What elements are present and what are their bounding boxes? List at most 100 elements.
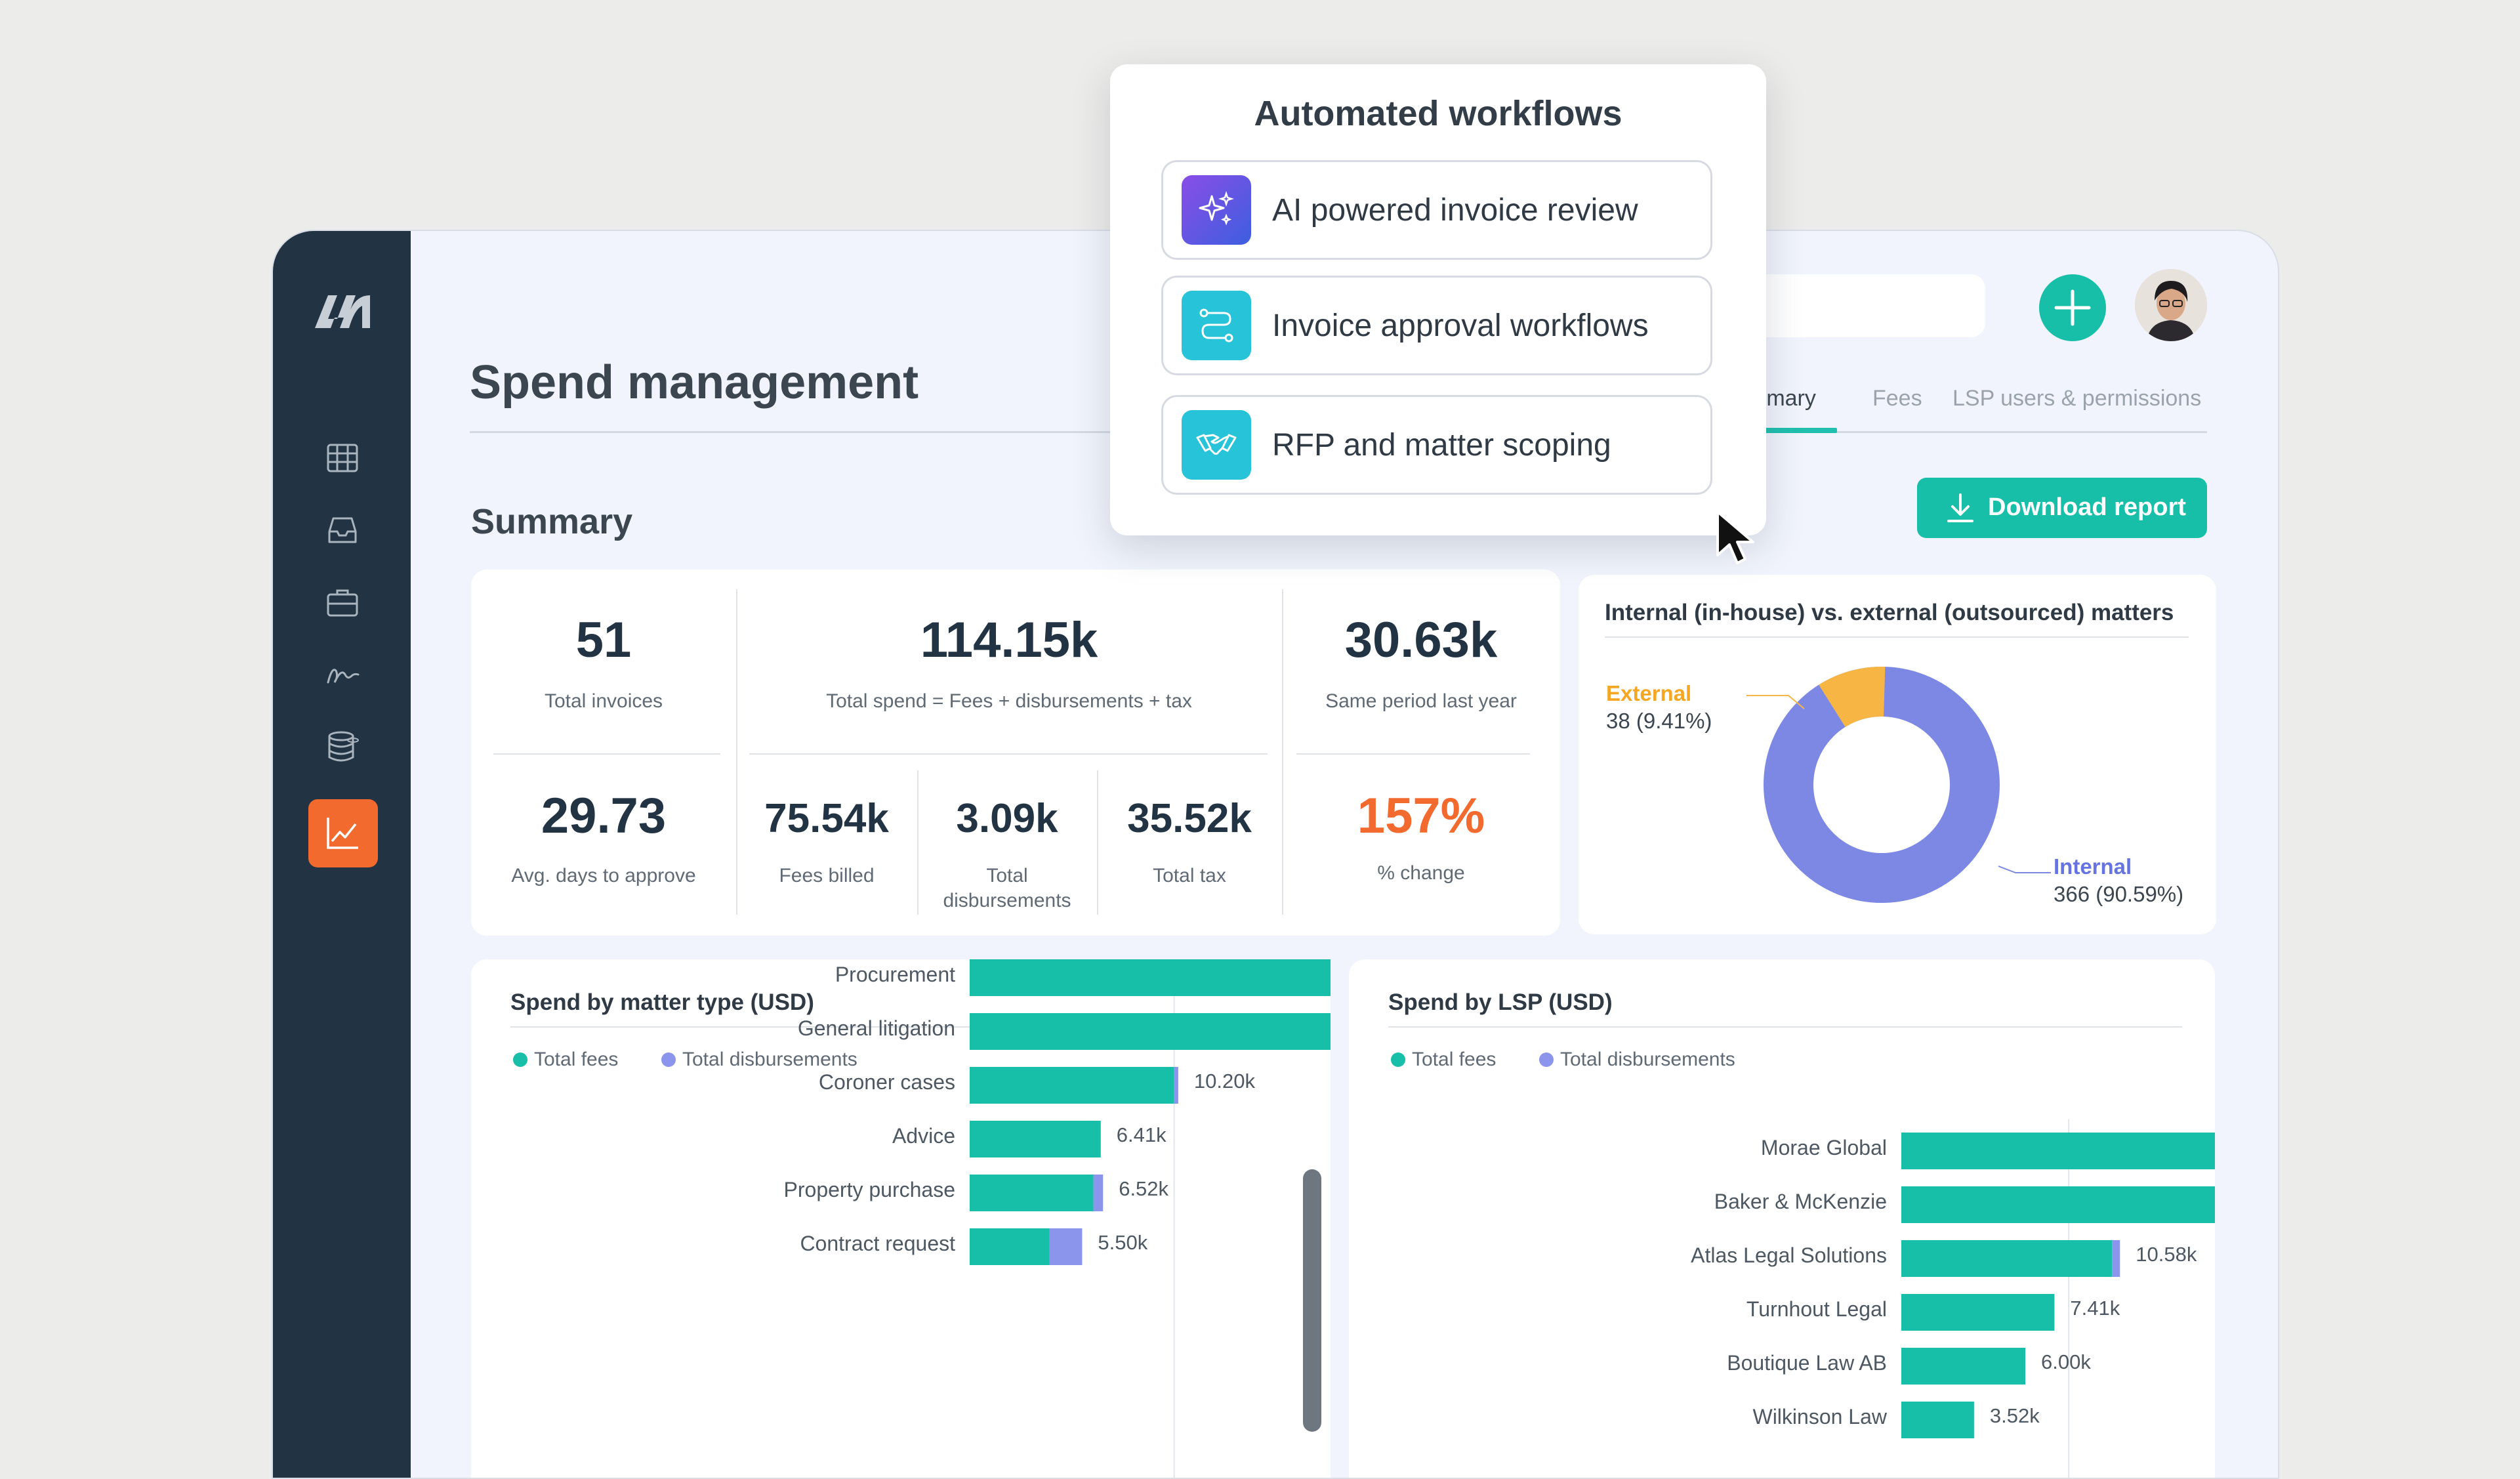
ai-invoice-review-item[interactable]: AI powered invoice review <box>1161 160 1712 260</box>
avg-days-value: 29.73 <box>541 788 667 844</box>
nav-analytics[interactable] <box>308 799 378 867</box>
total-disbursements-value: 3.09k <box>956 796 1058 841</box>
chart-line-icon <box>327 818 358 849</box>
total-spend-value: 114.15k <box>920 612 1098 668</box>
search-input[interactable] <box>1736 274 1985 337</box>
bar-value-label: 3.52k <box>1990 1404 2040 1427</box>
total-invoices-value: 51 <box>575 612 632 668</box>
category-label: General litigation <box>798 1016 955 1040</box>
category-label: Advice <box>892 1124 955 1148</box>
category-label: Atlas Legal Solutions <box>1691 1243 1887 1267</box>
download-report-button[interactable]: Download report <box>1917 478 2207 538</box>
legend-total-fees: Total fees <box>513 1049 618 1071</box>
page-title: Spend management <box>470 356 919 409</box>
bar-total-fees <box>970 1121 1101 1157</box>
invoice-approval-label: Invoice approval workflows <box>1272 308 1649 343</box>
category-label: Boutique Law AB <box>1727 1351 1887 1375</box>
legend-total-disbursements: Total disbursements <box>1539 1049 1735 1071</box>
chart-scrollbar[interactable] <box>1303 1169 1321 1432</box>
bar-total-fees <box>970 1013 1331 1050</box>
sidebar <box>273 231 411 1478</box>
category-label: Morae Global <box>1761 1136 1887 1159</box>
bar-total-fees <box>1901 1133 2215 1169</box>
fees-billed-label: Fees billed <box>779 865 875 886</box>
plus-icon <box>2054 289 2091 326</box>
total-spend-label: Total spend = Fees + disbursements + tax <box>826 690 1192 712</box>
rfp-scoping-label: RFP and matter scoping <box>1272 428 1611 463</box>
bar-value-label: 6.41k <box>1117 1123 1167 1146</box>
donut-chart <box>1746 667 2051 903</box>
bar-total-disbursements <box>2112 1240 2120 1277</box>
mouse-cursor-icon <box>1716 510 1754 564</box>
briefcase-icon[interactable] <box>324 584 361 621</box>
category-label: Turnhout Legal <box>1746 1297 1887 1321</box>
spend-by-matter-card: Spend by matter type (USD) Total fees To… <box>471 959 1331 1478</box>
download-report-label: Download report <box>1988 493 2186 521</box>
tab-lsp-users[interactable]: LSP users & permissions <box>1952 386 2202 411</box>
category-label: Baker & McKenzie <box>1714 1190 1887 1213</box>
route-icon <box>1182 291 1251 360</box>
bar-total-fees <box>970 959 1331 996</box>
add-button[interactable] <box>2039 274 2106 341</box>
matter-bar-chart: Procurement24.00kGeneral litigation20.00… <box>784 959 1331 1478</box>
bar-value-label: 10.58k <box>2136 1243 2197 1266</box>
bar-total-disbursements <box>1049 1228 1083 1265</box>
avg-days-label: Avg. days to approve <box>511 865 696 886</box>
external-label: External <box>1606 681 1692 705</box>
lsp-bar-chart: Morae Global20.00kBaker & McKenzie16.20k… <box>1691 1119 2215 1478</box>
active-tab-indicator <box>1749 428 1837 433</box>
download-icon <box>1947 493 1973 522</box>
fees-billed-value: 75.54k <box>764 796 889 841</box>
matters-donut-card: Internal (in-house) vs. external (outsou… <box>1579 575 2216 934</box>
signature-icon[interactable] <box>324 656 361 693</box>
internal-label: Internal <box>2054 854 2132 879</box>
total-tax-value: 35.52k <box>1127 796 1252 841</box>
handshake-icon <box>1182 410 1251 480</box>
inbox-icon[interactable] <box>324 512 361 549</box>
bar-total-fees <box>1901 1186 2215 1223</box>
rfp-scoping-item[interactable]: RFP and matter scoping <box>1161 395 1712 495</box>
total-invoices-label: Total invoices <box>544 690 663 712</box>
pct-change-value: 157% <box>1357 788 1485 844</box>
invoice-approval-item[interactable]: Invoice approval workflows <box>1161 276 1712 375</box>
category-label: Procurement <box>835 963 955 986</box>
donut-slice-internal <box>1764 667 2000 903</box>
pct-change-label: % change <box>1377 862 1465 884</box>
category-label: Property purchase <box>784 1178 955 1201</box>
ai-invoice-review-label: AI powered invoice review <box>1272 193 1638 228</box>
same-period-value: 30.63k <box>1344 612 1498 668</box>
bar-total-disbursements <box>1093 1175 1104 1211</box>
popup-title: Automated workflows <box>1254 94 1622 133</box>
sparkles-icon <box>1182 175 1251 245</box>
bar-total-fees <box>1901 1402 1974 1438</box>
table-icon[interactable] <box>324 440 361 476</box>
category-label: Wilkinson Law <box>1752 1405 1887 1428</box>
bar-value-label: 6.00k <box>2041 1350 2091 1373</box>
summary-card: 51 Total invoices 114.15k Total spend = … <box>471 570 1560 936</box>
automated-workflows-popup: Automated workflows AI powered invoice r… <box>1110 64 1766 535</box>
donut-title: Internal (in-house) vs. external (outsou… <box>1605 600 2174 625</box>
bar-value-label: 7.41k <box>2070 1297 2120 1320</box>
total-disbursements-label-line2: disbursements <box>943 890 1071 911</box>
bar-total-fees <box>1901 1348 2025 1385</box>
bar-total-fees <box>1901 1294 2055 1331</box>
spend-by-lsp-card: Spend by LSP (USD) Total fees Total disb… <box>1349 959 2215 1478</box>
bar-total-fees <box>1901 1240 2113 1277</box>
same-period-label: Same period last year <box>1325 690 1517 712</box>
legend-total-disbursements: Total disbursements <box>661 1049 857 1071</box>
lsp-chart-title: Spend by LSP (USD) <box>1388 989 1613 1015</box>
legend-total-fees: Total fees <box>1391 1049 1496 1071</box>
matter-chart-title: Spend by matter type (USD) <box>510 989 814 1015</box>
bar-total-fees <box>970 1067 1174 1104</box>
total-tax-label: Total tax <box>1153 865 1226 886</box>
total-disbursements-label: Total <box>986 865 1028 886</box>
bar-total-disbursements <box>1174 1067 1178 1104</box>
database-icon[interactable] <box>324 728 361 765</box>
summary-heading: Summary <box>471 502 633 541</box>
external-value: 38 (9.41%) <box>1606 709 1712 733</box>
bar-total-fees <box>970 1175 1094 1211</box>
avatar[interactable] <box>2135 269 2207 341</box>
tab-fees[interactable]: Fees <box>1872 386 1922 411</box>
category-label: Contract request <box>800 1232 955 1255</box>
app-logo[interactable] <box>311 290 374 332</box>
